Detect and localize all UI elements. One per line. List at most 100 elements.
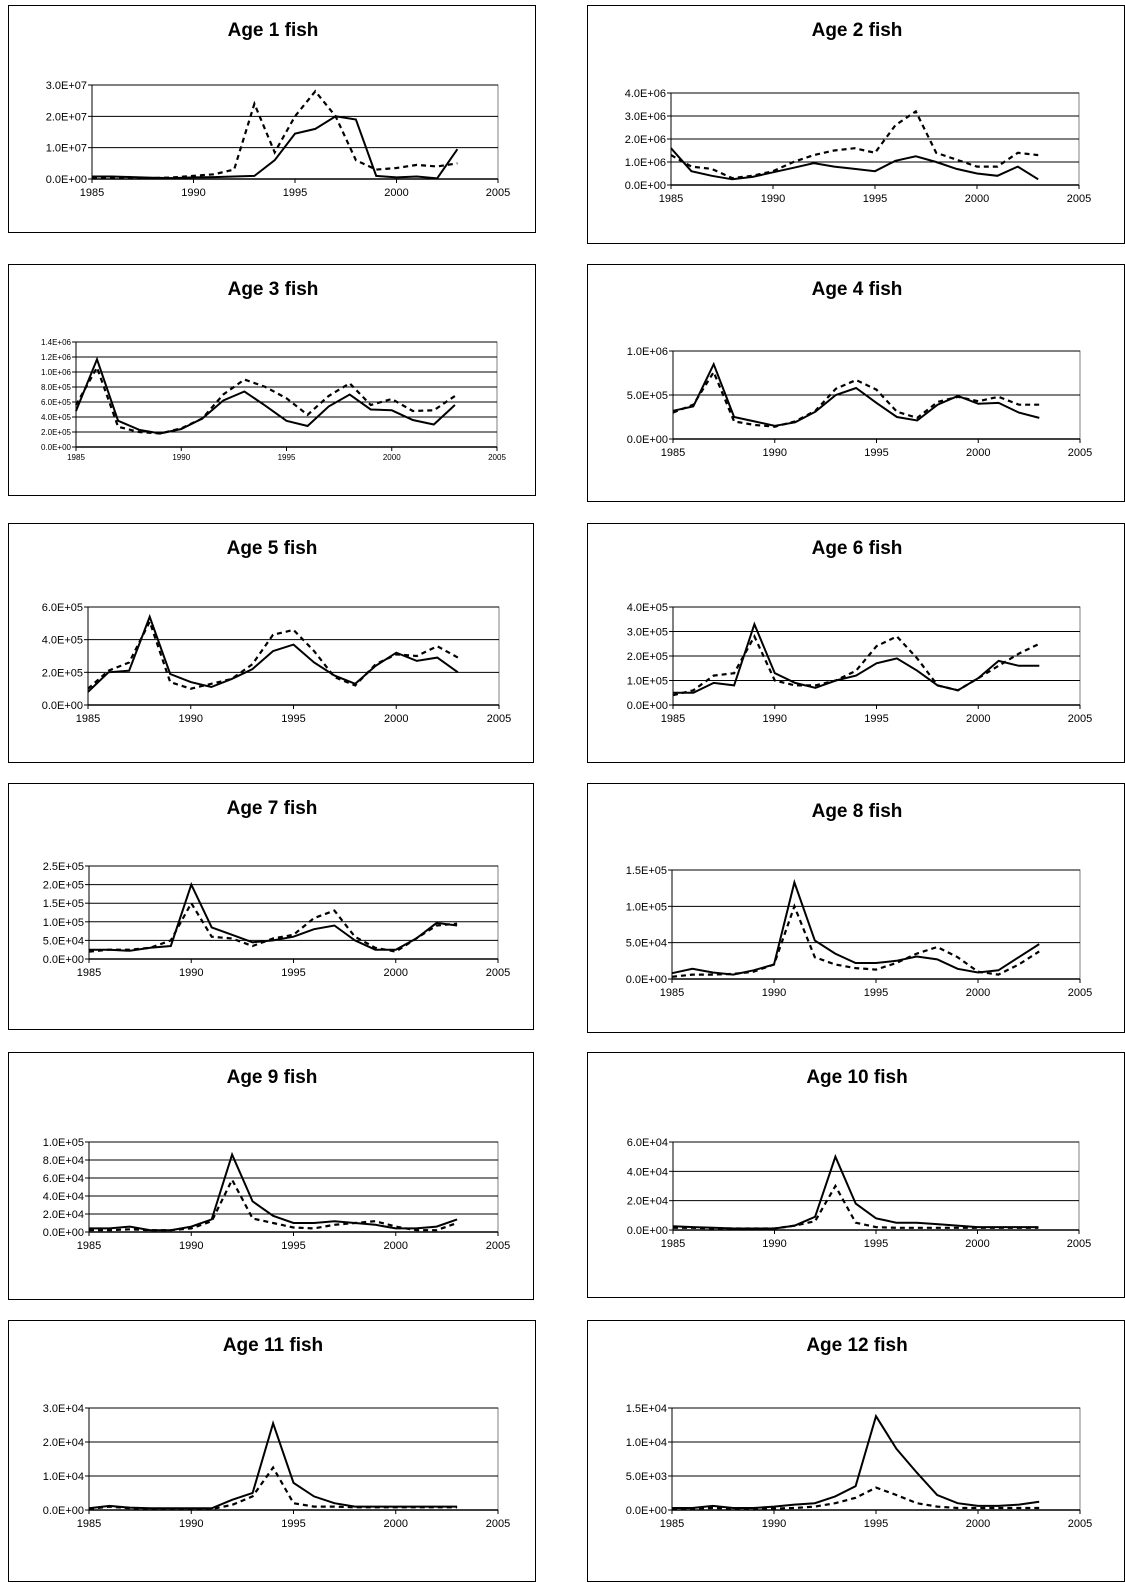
y-tick-label: 1.0E+06	[41, 368, 72, 377]
series-solid	[672, 1153, 1039, 1230]
chart-title: Age 9 fish	[227, 1067, 318, 1088]
panel-7: Age 8 fish 0.0E+00 5.0E+04 1.0E+05 1.5E+05 19…	[587, 783, 1125, 1033]
y-tick-label: 1.2E+06	[41, 353, 72, 362]
chart-6: Age 7 fish 0.0E+00 5.0E+04 1.0E+05 1.5E+05 2.…	[43, 798, 511, 979]
x-tick-label: 2000	[384, 713, 408, 725]
x-tick-label: 1995	[283, 187, 307, 199]
series-solid	[92, 115, 459, 180]
chart-5: Age 6 fish 0.0E+00 1.0E+05 2.0E+05 3.0E+05 4.…	[627, 538, 1093, 725]
series-dashed	[672, 1486, 1040, 1510]
chart-title: Age 6 fish	[812, 538, 903, 559]
series-solid	[87, 613, 459, 693]
chart-title: Age 8 fish	[812, 801, 903, 822]
plot-area	[91, 84, 499, 180]
x-tick-label: 1990	[179, 1240, 203, 1252]
x-tick-label: 1985	[660, 1518, 684, 1530]
chart-1: Age 2 fish 0.0E+00 1.0E+06 2.0E+06 3.0E+06 4.…	[625, 20, 1092, 205]
panel-8: Age 9 fish 0.0E+00 2.0E+04 4.0E+04 6.0E+04 8.…	[8, 1052, 534, 1300]
series-solid	[672, 361, 1040, 427]
x-tick-label: 1990	[762, 1518, 786, 1530]
chart-2: Age 3 fish 0.0E+00 2.0E+05 4.0E+05 6.0E+05 8.…	[41, 279, 506, 462]
x-tick-label: 2000	[966, 1518, 990, 1530]
x-tick-label: 1995	[864, 1518, 888, 1530]
panel-3: Age 4 fish 0.0E+00 5.0E+05 1.0E+06 1985 1990 1…	[587, 264, 1125, 502]
chart-4: Age 5 fish 0.0E+00 2.0E+05 4.0E+05 6.0E+05 19…	[42, 538, 512, 725]
y-tick-label: 2.0E+05	[627, 651, 668, 663]
series-dashed	[75, 364, 456, 435]
x-tick-label: 1985	[660, 987, 684, 999]
x-tick-label: 2000	[384, 187, 408, 199]
series-solid	[672, 1413, 1040, 1509]
y-tick-label: 5.0E+04	[626, 938, 667, 950]
panel-4: Age 5 fish 0.0E+00 2.0E+05 4.0E+05 6.0E+05 19…	[8, 523, 534, 763]
x-tick-label: 1995	[864, 713, 888, 725]
x-tick-label: 2000	[966, 987, 990, 999]
y-tick-label: 1.0E+06	[627, 346, 668, 358]
x-tick-label: 1985	[659, 193, 683, 205]
series-solid	[89, 881, 458, 952]
y-tick-label: 6.0E+05	[42, 602, 83, 614]
y-tick-label: 1.0E+04	[43, 1471, 84, 1483]
x-tick-label: 2005	[486, 1518, 510, 1530]
x-tick-label: 1995	[864, 1238, 888, 1250]
chart-10: Age 11 fish 0.0E+00 1.0E+04 2.0E+04 3.0E+04 1…	[43, 1335, 511, 1530]
chart-8: Age 9 fish 0.0E+00 2.0E+04 4.0E+04 6.0E+04 8.…	[43, 1067, 511, 1252]
series-solid	[89, 1151, 458, 1232]
chart-3: Age 4 fish 0.0E+00 5.0E+05 1.0E+06 1985 1990 1…	[627, 279, 1093, 459]
y-tick-label: 6.0E+04	[627, 1137, 668, 1149]
y-tick-label: 3.0E+06	[625, 111, 666, 123]
y-tick-label: 0.0E+00	[43, 954, 84, 966]
chart-title: Age 5 fish	[227, 538, 318, 559]
x-tick-label: 2005	[1068, 447, 1092, 459]
chart-11: Age 12 fish 0.0E+00 5.0E+03 1.0E+04 1.5E+04 1…	[626, 1335, 1093, 1530]
x-tick-label: 1990	[763, 447, 787, 459]
y-tick-label: 4.0E+04	[627, 1166, 668, 1178]
x-tick-label: 2000	[384, 967, 408, 979]
x-tick-label: 1985	[77, 1240, 101, 1252]
panel-5: Age 6 fish 0.0E+00 1.0E+05 2.0E+05 3.0E+05 4.…	[587, 523, 1125, 763]
chart-title: Age 10 fish	[806, 1067, 907, 1088]
x-tick-label: 1990	[172, 453, 190, 462]
series-dashed	[87, 618, 459, 690]
series-solid	[670, 147, 1039, 181]
y-tick-label: 0.0E+00	[625, 180, 666, 192]
y-tick-label: 0.0E+00	[627, 700, 668, 712]
y-tick-label: 3.0E+07	[46, 80, 87, 92]
x-tick-label: 2005	[1068, 987, 1092, 999]
x-tick-label: 1990	[179, 713, 203, 725]
y-tick-label: 0.0E+00	[627, 434, 668, 446]
x-tick-label: 1995	[864, 987, 888, 999]
y-tick-label: 1.0E+04	[626, 1437, 667, 1449]
chart-title: Age 12 fish	[806, 1335, 907, 1356]
chart-title: Age 4 fish	[812, 279, 903, 300]
x-tick-label: 1995	[281, 713, 305, 725]
y-tick-label: 4.0E+06	[625, 88, 666, 100]
chart-title: Age 1 fish	[228, 20, 319, 41]
y-tick-label: 8.0E+04	[43, 1155, 84, 1167]
plot-area	[88, 1407, 499, 1511]
chart-0: Age 1 fish 0.0E+00 1.0E+07 2.0E+07 3.0E+07 19…	[46, 20, 511, 199]
y-tick-label: 1.0E+05	[626, 901, 667, 913]
x-tick-label: 2005	[486, 967, 510, 979]
y-tick-label: 5.0E+03	[626, 1471, 667, 1483]
y-tick-label: 2.0E+06	[625, 134, 666, 146]
x-tick-label: 1995	[864, 447, 888, 459]
x-tick-label: 2005	[1068, 1518, 1092, 1530]
series-dashed	[92, 89, 458, 180]
series-dashed	[670, 109, 1039, 180]
series-solid	[673, 621, 1040, 694]
chart-title: Age 7 fish	[227, 798, 318, 819]
y-tick-label: 2.5E+05	[43, 861, 84, 873]
y-tick-label: 1.4E+06	[41, 338, 72, 347]
panel-6: Age 7 fish 0.0E+00 5.0E+04 1.0E+05 1.5E+05 2.…	[8, 783, 534, 1030]
chart-7: Age 8 fish 0.0E+00 5.0E+04 1.0E+05 1.5E+05 19…	[626, 801, 1093, 999]
y-tick-label: 2.0E+07	[46, 111, 87, 123]
y-tick-label: 0.0E+00	[46, 174, 87, 186]
y-tick-label: 2.0E+04	[43, 1209, 84, 1221]
x-tick-label: 1990	[181, 187, 205, 199]
y-tick-label: 5.0E+05	[627, 390, 668, 402]
y-tick-label: 6.0E+05	[41, 398, 72, 407]
x-tick-label: 2000	[384, 1240, 408, 1252]
plot-area	[671, 1407, 1081, 1511]
panel-1: Age 2 fish 0.0E+00 1.0E+06 2.0E+06 3.0E+06 4.…	[587, 5, 1125, 244]
